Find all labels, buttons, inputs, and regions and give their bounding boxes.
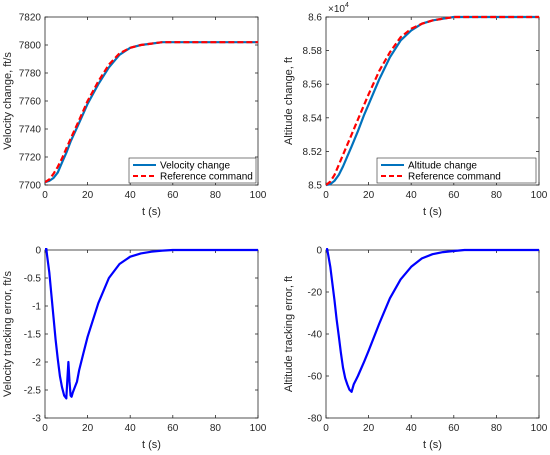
x-tick-label: 80 (491, 423, 503, 434)
y-tick-label: 0 (35, 246, 41, 257)
plot-area (325, 249, 540, 419)
y-exponent-label: ×104 (328, 2, 349, 15)
x-tick-label: 40 (125, 423, 137, 434)
x-axis-label: t (s) (423, 206, 442, 218)
y-tick-label: -20 (308, 288, 323, 299)
x-tick-label: 0 (323, 190, 329, 201)
y-tick-label: 8.52 (303, 147, 323, 158)
y-tick-label: 8.54 (303, 113, 323, 124)
y-tick-label: 8.5 (308, 181, 322, 192)
x-axis-label: t (s) (142, 439, 161, 451)
y-tick-label: 8.6 (308, 13, 322, 24)
x-tick-label: 80 (491, 190, 503, 201)
x-tick-label: 80 (210, 190, 222, 201)
x-tick-label: 40 (125, 190, 137, 201)
x-tick-label: 0 (42, 423, 48, 434)
legend-label-1: Altitude change (408, 161, 477, 172)
y-axis-label: Velocity change, ft/s (2, 52, 14, 150)
y-tick-label: -3 (32, 414, 41, 425)
plot-area (44, 249, 259, 419)
x-tick-label: 100 (531, 190, 548, 201)
x-axis-label: t (s) (142, 206, 161, 218)
x-tick-label: 60 (448, 423, 460, 434)
x-tick-label: 40 (406, 190, 418, 201)
plot-area (325, 16, 540, 186)
y-tick-label: 8.58 (303, 46, 323, 57)
y-tick-label: 0 (316, 246, 322, 257)
y-tick-label: 7800 (19, 41, 42, 52)
y-tick-label: 7700 (19, 181, 42, 192)
series-line-2 (45, 41, 258, 184)
x-tick-label: 60 (167, 423, 179, 434)
x-tick-label: 40 (406, 423, 418, 434)
y-tick-label: 8.56 (303, 80, 323, 91)
y-tick-label: -40 (308, 330, 323, 341)
y-tick-label: -60 (308, 372, 323, 383)
chart-panel-4: 0 20 40 60 80 100 -80 -60 -40 -20 0 t (s) Altitude t… (283, 246, 548, 452)
y-axis-label: Velocity tracking error, ft/s (2, 271, 14, 397)
x-tick-label: 100 (250, 190, 267, 201)
y-tick-label: 7720 (19, 153, 42, 164)
legend-box (376, 157, 537, 184)
x-axis-label: t (s) (423, 439, 442, 451)
series-line-2 (326, 15, 539, 186)
x-tick-label: 20 (82, 190, 94, 201)
y-tick-label: -2.5 (24, 386, 42, 397)
y-axis-label: Altitude tracking error, ft (283, 276, 295, 392)
y-tick-label: -1 (32, 302, 41, 313)
x-tick-label: 60 (167, 190, 179, 201)
y-tick-label: -2 (32, 358, 41, 369)
y-axis-label: Altitude change, ft (283, 57, 295, 145)
x-tick-label: 80 (210, 423, 222, 434)
legend-label-1: Velocity change (160, 161, 230, 172)
y-tick-label: 7780 (19, 69, 42, 80)
x-tick-label: 20 (363, 423, 375, 434)
y-tick-label: -80 (308, 414, 323, 425)
chart-panel-1: 0 20 40 60 80 100 7700 7720 7740 7760 7780 7800 7820… (2, 13, 267, 219)
series-line-1 (45, 248, 258, 400)
series-line-1 (326, 248, 539, 393)
chart-panel-3: 0 20 40 60 80 100 -3 -2.5 -2 -1.5 -1 -0.5 0 t (s) Velo… (2, 246, 267, 452)
x-tick-label: 0 (42, 190, 48, 201)
x-tick-label: 20 (82, 423, 94, 434)
chart-panel-2: 0 20 40 60 80 100 8.5 8.52 8.54 8.56 8.58 8.6 ×104 t … (283, 2, 548, 218)
x-tick-label: 20 (363, 190, 375, 201)
legend-label-2: Reference command (160, 172, 253, 183)
legend-box (128, 157, 257, 184)
x-tick-label: 60 (448, 190, 460, 201)
x-tick-label: 100 (531, 423, 548, 434)
y-tick-label: -1.5 (24, 330, 42, 341)
legend-label-2: Reference command (408, 172, 501, 183)
y-tick-label: -0.5 (24, 274, 42, 285)
y-tick-label: 7820 (19, 13, 42, 24)
plot-area (44, 16, 259, 186)
y-tick-label: 7760 (19, 97, 42, 108)
x-tick-label: 100 (250, 423, 267, 434)
x-tick-label: 0 (323, 423, 329, 434)
y-tick-label: 7740 (19, 125, 42, 136)
